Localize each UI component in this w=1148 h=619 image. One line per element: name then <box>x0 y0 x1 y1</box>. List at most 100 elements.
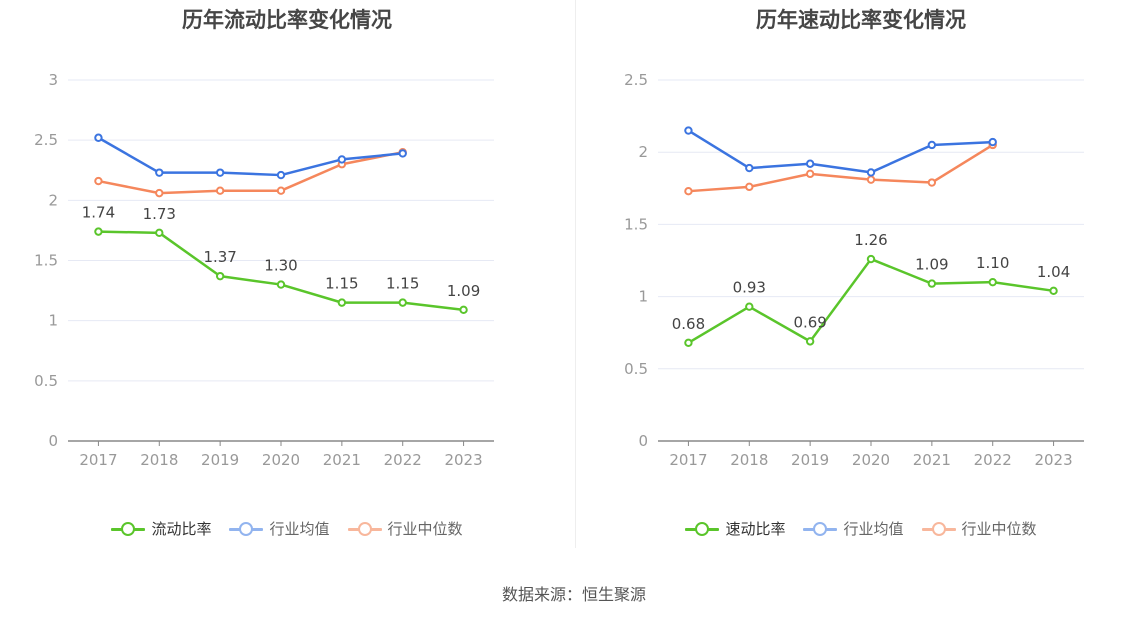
legend-line-icon <box>229 521 264 537</box>
data-point <box>94 176 103 186</box>
data-point <box>927 178 937 187</box>
x-tick-label: 2022 <box>384 451 422 469</box>
y-tick-label: 1.5 <box>34 252 58 270</box>
data-point <box>988 137 997 147</box>
chart-plot-current-ratio: 0 0.5 1 1.5 2 2.5 3 2017 2018 2019 2020 2021 2022 202… <box>34 71 494 469</box>
x-tick-label: 2021 <box>323 451 361 469</box>
series-line-行业均值 <box>97 136 403 177</box>
data-source-note: 数据来源：恒生聚源 <box>501 585 646 604</box>
data-point <box>805 159 815 168</box>
legend-item[interactable]: 行业中位数 <box>921 518 1037 539</box>
x-tick-label: 2018 <box>140 451 178 469</box>
y-tick-label: 2.5 <box>624 71 648 89</box>
legend-label: 行业均值 <box>843 520 904 538</box>
legend-item[interactable]: 流动比率 <box>111 518 211 539</box>
legend-label: 行业均值 <box>269 520 330 538</box>
chart-title: 历年速动比率变化情况 <box>756 8 966 32</box>
data-point <box>94 133 103 142</box>
data-point <box>215 168 225 177</box>
series-line-行业中位数 <box>98 150 403 195</box>
data-point <box>337 298 347 307</box>
data-point <box>398 149 407 158</box>
chart-title: 历年流动比率变化情况 <box>182 8 392 32</box>
data-point <box>155 168 164 177</box>
x-tick-label: 2019 <box>791 451 829 469</box>
data-label: 0.93 <box>733 279 766 297</box>
data-point <box>745 163 754 173</box>
legend-item[interactable]: 行业中位数 <box>347 518 463 539</box>
y-tick-label: 3 <box>48 71 58 89</box>
legend-label: 流动比率 <box>151 520 212 538</box>
data-point <box>866 254 876 264</box>
y-tick-label: 1.5 <box>624 215 648 233</box>
legend-label: 速动比率 <box>725 520 786 538</box>
data-point <box>745 182 754 192</box>
legend-line-icon <box>803 521 838 537</box>
y-tick-label: 0.5 <box>624 360 648 378</box>
y-tick-label: 1 <box>638 288 648 306</box>
legend-label: 行业中位数 <box>387 520 463 538</box>
chart-legend[interactable]: 流动比率 行业均值 行业中位数 <box>0 518 574 539</box>
data-point <box>276 170 286 180</box>
data-label: 1.15 <box>325 275 358 293</box>
data-point <box>215 186 225 195</box>
data-point <box>745 302 754 311</box>
panel-divider <box>575 0 576 548</box>
series-line-行业均值 <box>687 129 993 174</box>
data-point <box>684 338 693 348</box>
legend-line-icon <box>685 521 720 537</box>
chart-legend[interactable]: 速动比率 行业均值 行业中位数 <box>574 518 1148 539</box>
legend-item[interactable]: 速动比率 <box>685 518 785 539</box>
chart-plot-quick-ratio: 0 0.5 1 1.5 2 2.5 2017 2018 2019 2020 2021 2022 2023… <box>624 71 1084 469</box>
x-tick-label: 2017 <box>79 451 117 469</box>
x-tick-label: 2022 <box>974 451 1012 469</box>
data-point <box>866 175 876 184</box>
y-tick-label: 0 <box>638 432 648 450</box>
data-point <box>988 277 997 287</box>
data-label: 0.68 <box>672 315 705 333</box>
legend-item[interactable]: 行业均值 <box>229 518 330 539</box>
data-point <box>927 140 937 150</box>
data-label: 0.69 <box>793 313 826 331</box>
data-label: 1.09 <box>915 256 948 274</box>
data-point <box>155 228 164 238</box>
data-point <box>276 186 286 195</box>
data-point <box>927 279 937 288</box>
x-tick-label: 2018 <box>730 451 768 469</box>
data-point <box>1049 286 1058 296</box>
data-label: 1.37 <box>203 248 236 266</box>
data-label: 1.26 <box>854 231 887 249</box>
legend-item[interactable]: 行业均值 <box>803 518 904 539</box>
x-tick-label: 2023 <box>1034 451 1072 469</box>
y-tick-label: 2 <box>638 143 648 161</box>
chart-panel-current-ratio: 历年流动比率变化情况 0 0.5 1 1.5 2 2.5 3 2017 2018 2019 2020… <box>0 0 574 560</box>
x-tick-label: 2023 <box>444 451 482 469</box>
data-point <box>459 305 468 315</box>
data-point <box>276 280 286 289</box>
data-label: 1.30 <box>264 257 297 275</box>
data-point <box>684 186 693 196</box>
legend-line-icon <box>111 521 146 537</box>
data-label: 1.10 <box>976 254 1009 272</box>
legend-line-icon <box>347 521 382 537</box>
data-label: 1.74 <box>82 204 115 222</box>
x-tick-label: 2021 <box>913 451 951 469</box>
x-tick-label: 2019 <box>201 451 239 469</box>
data-label: 1.15 <box>386 275 419 293</box>
legend-label: 行业中位数 <box>961 520 1037 538</box>
data-point <box>805 337 815 346</box>
data-point <box>337 155 347 164</box>
data-point <box>866 168 876 177</box>
y-tick-label: 2.5 <box>34 131 58 149</box>
data-label: 1.09 <box>447 282 480 300</box>
data-point <box>215 271 225 281</box>
data-label: 1.04 <box>1037 263 1070 281</box>
data-point <box>684 126 693 135</box>
chart-panel-quick-ratio: 历年速动比率变化情况 0 0.5 1 1.5 2 2.5 2017 2018 2019 2020 2… <box>574 0 1148 560</box>
data-point <box>805 169 815 179</box>
y-tick-label: 1 <box>48 312 58 330</box>
y-tick-label: 2 <box>48 191 58 209</box>
data-point <box>398 298 407 307</box>
y-tick-label: 0 <box>48 432 58 450</box>
x-tick-label: 2020 <box>262 451 300 469</box>
